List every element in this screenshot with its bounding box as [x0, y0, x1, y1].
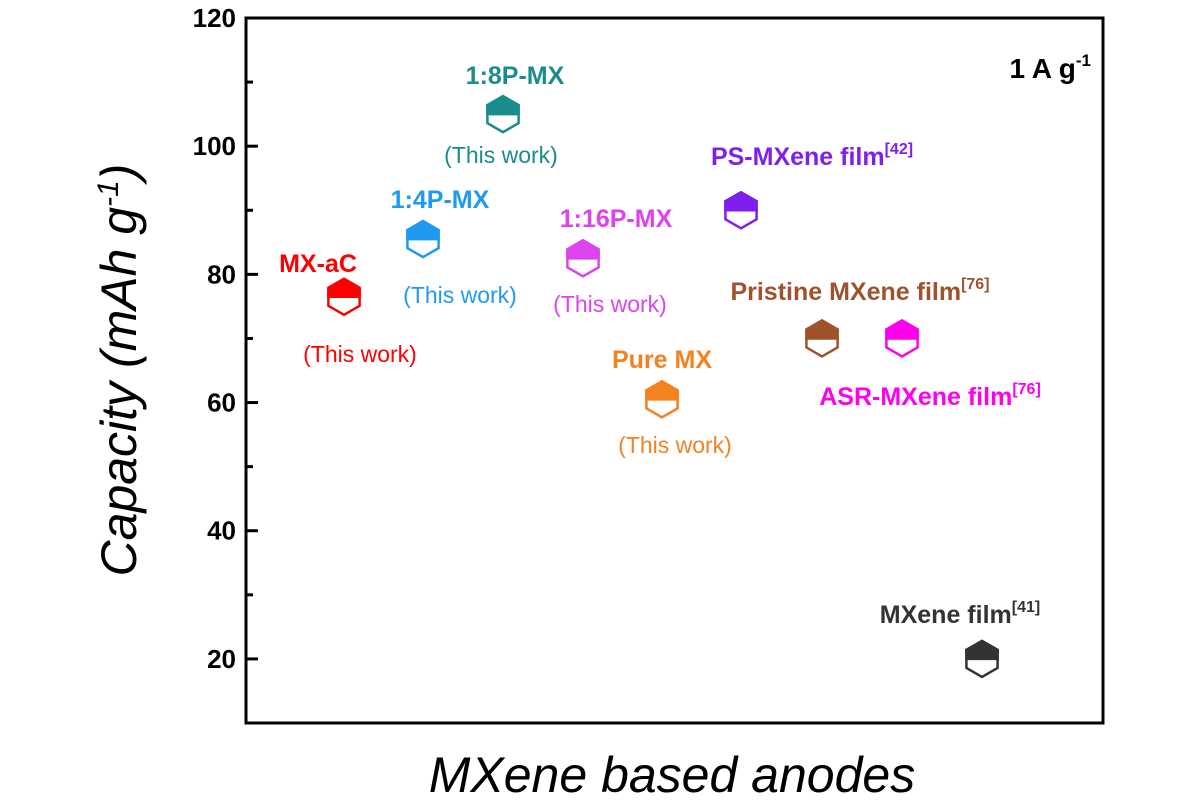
point-label-1: 1:4P-MX: [391, 186, 490, 214]
data-point-1: [406, 219, 440, 259]
data-point-5: [724, 190, 758, 230]
point-note-3: (This work): [553, 291, 667, 317]
point-label-3: 1:16P-MX: [560, 205, 673, 233]
point-labels: MX-aC (This work) 1:4P-MX (This work) 1:8P-M…: [279, 62, 1041, 629]
plot-frame: [244, 16, 1105, 725]
y-axis-ticks: 20 40 60 80 100 120: [193, 3, 258, 725]
y-tick-label: 120: [193, 3, 236, 33]
data-point-7: [885, 319, 919, 358]
point-note-1: (This work): [403, 282, 517, 308]
y-tick-label: 20: [207, 644, 236, 674]
data-point-6: [805, 319, 839, 358]
point-note-0: (This work): [303, 341, 417, 367]
y-tick-label: 60: [207, 388, 236, 418]
point-label-2: 1:8P-MX: [466, 62, 565, 90]
point-label-4: Pure MX: [612, 346, 712, 374]
point-label-6: Pristine MXene film[76]: [730, 276, 989, 306]
point-label-0: MX-aC: [279, 250, 357, 278]
y-tick-label: 100: [193, 131, 236, 161]
data-point-4: [645, 379, 679, 419]
y-axis-title: Capacity (mAh g-1): [91, 164, 147, 577]
point-note-4: (This work): [618, 432, 732, 458]
point-label-5: PS-MXene film[42]: [711, 141, 913, 171]
data-point-2: [486, 94, 520, 134]
point-note-2: (This work): [444, 142, 558, 168]
data-point-3: [566, 238, 600, 278]
y-tick-label: 40: [207, 516, 236, 546]
x-axis-title: MXene based anodes: [429, 747, 915, 800]
data-point-8: [965, 639, 999, 679]
current-density-annotation: 1 A g-1: [1009, 51, 1091, 84]
y-tick-label: 80: [207, 259, 236, 289]
plot-border: [244, 16, 1105, 725]
data-point-0: [327, 277, 361, 317]
point-label-8: MXene film[41]: [880, 599, 1040, 629]
data-points: [327, 94, 999, 679]
point-label-7: ASR-MXene film[76]: [819, 381, 1041, 411]
